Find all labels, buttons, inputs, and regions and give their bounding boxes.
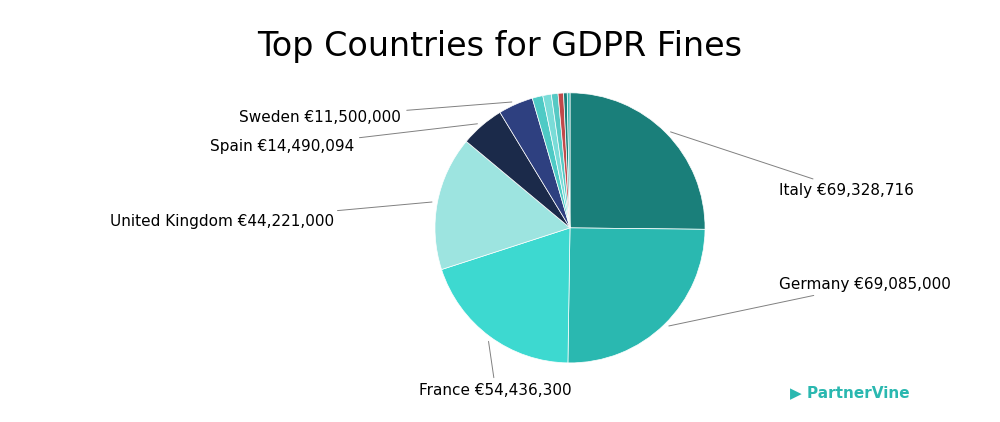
Text: United Kingdom €44,221,000: United Kingdom €44,221,000	[110, 202, 432, 229]
Wedge shape	[442, 228, 570, 363]
Wedge shape	[564, 93, 570, 228]
Wedge shape	[435, 141, 570, 270]
Text: Spain €14,490,094: Spain €14,490,094	[210, 124, 477, 154]
Wedge shape	[558, 93, 570, 228]
Text: Germany €69,085,000: Germany €69,085,000	[669, 277, 951, 326]
Wedge shape	[543, 94, 570, 228]
Wedge shape	[551, 93, 570, 228]
Text: France €54,436,300: France €54,436,300	[419, 341, 572, 398]
Wedge shape	[466, 112, 570, 228]
Wedge shape	[568, 228, 705, 363]
Text: ▶ PartnerVine: ▶ PartnerVine	[790, 385, 910, 400]
Text: Top Countries for GDPR Fines: Top Countries for GDPR Fines	[258, 30, 742, 62]
Wedge shape	[567, 93, 570, 228]
Wedge shape	[570, 93, 705, 229]
Wedge shape	[500, 98, 570, 228]
Wedge shape	[532, 96, 570, 228]
Text: Italy €69,328,716: Italy €69,328,716	[671, 132, 914, 197]
Text: Sweden €11,500,000: Sweden €11,500,000	[239, 102, 512, 124]
